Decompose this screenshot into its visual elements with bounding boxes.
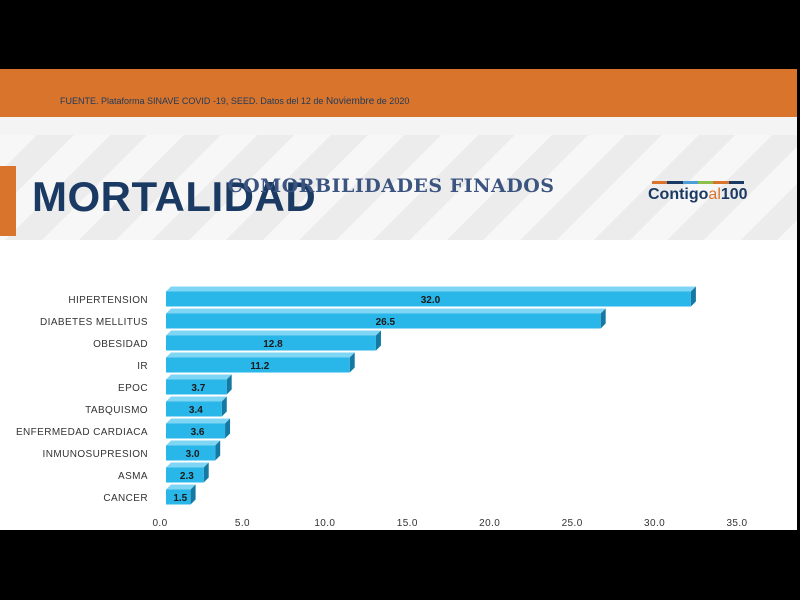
x-tick-label: 20.0 (479, 518, 500, 529)
logo-text-number: 100 (720, 186, 748, 203)
x-tick-label: 30.0 (644, 518, 665, 529)
x-tick-label: 10.0 (314, 518, 335, 529)
logo-text: Contigoal100 (648, 186, 748, 204)
bar-side-face (203, 462, 209, 483)
bar (166, 423, 226, 439)
bar-top-face (166, 440, 221, 446)
bar-value-label: 12.8 (263, 339, 283, 350)
title-banner (0, 135, 797, 240)
logo-text-accent: al (708, 186, 721, 203)
bar-top-face (166, 418, 231, 424)
title-accent-bar (0, 166, 16, 236)
bar-side-face (226, 374, 232, 395)
bar-side-face (221, 396, 227, 417)
bar-value-label: 1.5 (173, 493, 187, 504)
bar (166, 401, 222, 417)
logo-text-main: Contigo (648, 186, 709, 203)
logo-color-bar (697, 181, 714, 184)
logo-color-bar (682, 181, 698, 184)
bar (166, 291, 691, 307)
x-tick-label: 0.0 (152, 518, 167, 529)
bar (166, 489, 191, 505)
source-note-suffix: de 2020 (374, 96, 410, 106)
bar-value-label: 3.7 (191, 383, 205, 394)
bar-value-label: 32.0 (421, 295, 441, 306)
bar-top-face (166, 308, 606, 314)
category-label: INMUNOSUPRESION (43, 449, 148, 460)
category-label: ASMA (118, 471, 148, 482)
bar-top-face (166, 374, 232, 380)
bar-value-label: 3.4 (189, 405, 203, 416)
bar-side-face (225, 418, 231, 439)
logo-color-bar (728, 181, 744, 184)
bar-top-face (166, 484, 196, 490)
bar-value-label: 26.5 (376, 317, 396, 328)
logo-color-bar (713, 181, 729, 184)
category-label: CANCER (103, 493, 148, 504)
bar-side-face (190, 484, 196, 505)
page-title: MORTALIDAD (32, 173, 317, 220)
bar-top-face (166, 462, 209, 468)
bar-side-face (690, 286, 696, 307)
category-label: TABQUISMO (85, 405, 148, 416)
bar (166, 335, 376, 351)
bar-side-face (375, 330, 381, 351)
bar-value-label: 2.3 (180, 471, 194, 482)
bar-side-face (349, 352, 355, 373)
bar (166, 445, 216, 461)
bar-side-face (600, 308, 606, 329)
contigo-al-100-logo: Contigoal100 (648, 181, 748, 211)
bar (166, 467, 204, 483)
source-note-month: Noviembre (325, 96, 375, 107)
source-note-prefix: FUENTE. Plataforma SINAVE COVID -19, SEE… (60, 96, 326, 106)
logo-color-bars (652, 181, 744, 184)
category-label: OBESIDAD (93, 339, 148, 350)
category-label: IR (137, 361, 148, 372)
bar-value-label: 3.6 (191, 427, 205, 438)
bar-top-face (166, 352, 355, 358)
header-band: FUENTE. Plataforma SINAVE COVID -19, SEE… (0, 69, 797, 117)
x-tick-label: 25.0 (562, 518, 583, 529)
bar (166, 357, 350, 373)
category-label: HIPERTENSION (68, 295, 148, 306)
bar-top-face (166, 396, 227, 402)
bar (166, 379, 227, 395)
logo-color-bar (652, 181, 668, 184)
bar-chart: 32.0 HIPERTENSION 26.5 DIABETES MELLITUS 12.… (16, 286, 747, 529)
bar-top-face (166, 330, 381, 336)
x-tick-label: 5.0 (235, 518, 250, 529)
bar-value-label: 11.2 (250, 361, 269, 372)
logo-color-bar (667, 181, 683, 184)
x-tick-label: 35.0 (726, 518, 747, 529)
bar-top-face (166, 286, 696, 292)
chart-title: COMORBILIDADES FINADOS (227, 175, 555, 197)
bar-value-label: 3.0 (186, 449, 200, 460)
category-label: DIABETES MELLITUS (40, 317, 148, 328)
category-label: ENFERMEDAD CARDIACA (16, 427, 148, 438)
bar-side-face (215, 440, 221, 461)
x-tick-label: 15.0 (397, 518, 418, 529)
category-label: EPOC (118, 383, 148, 394)
source-note: FUENTE. Plataforma SINAVE COVID -19, SEE… (60, 96, 409, 107)
bar (166, 313, 601, 329)
